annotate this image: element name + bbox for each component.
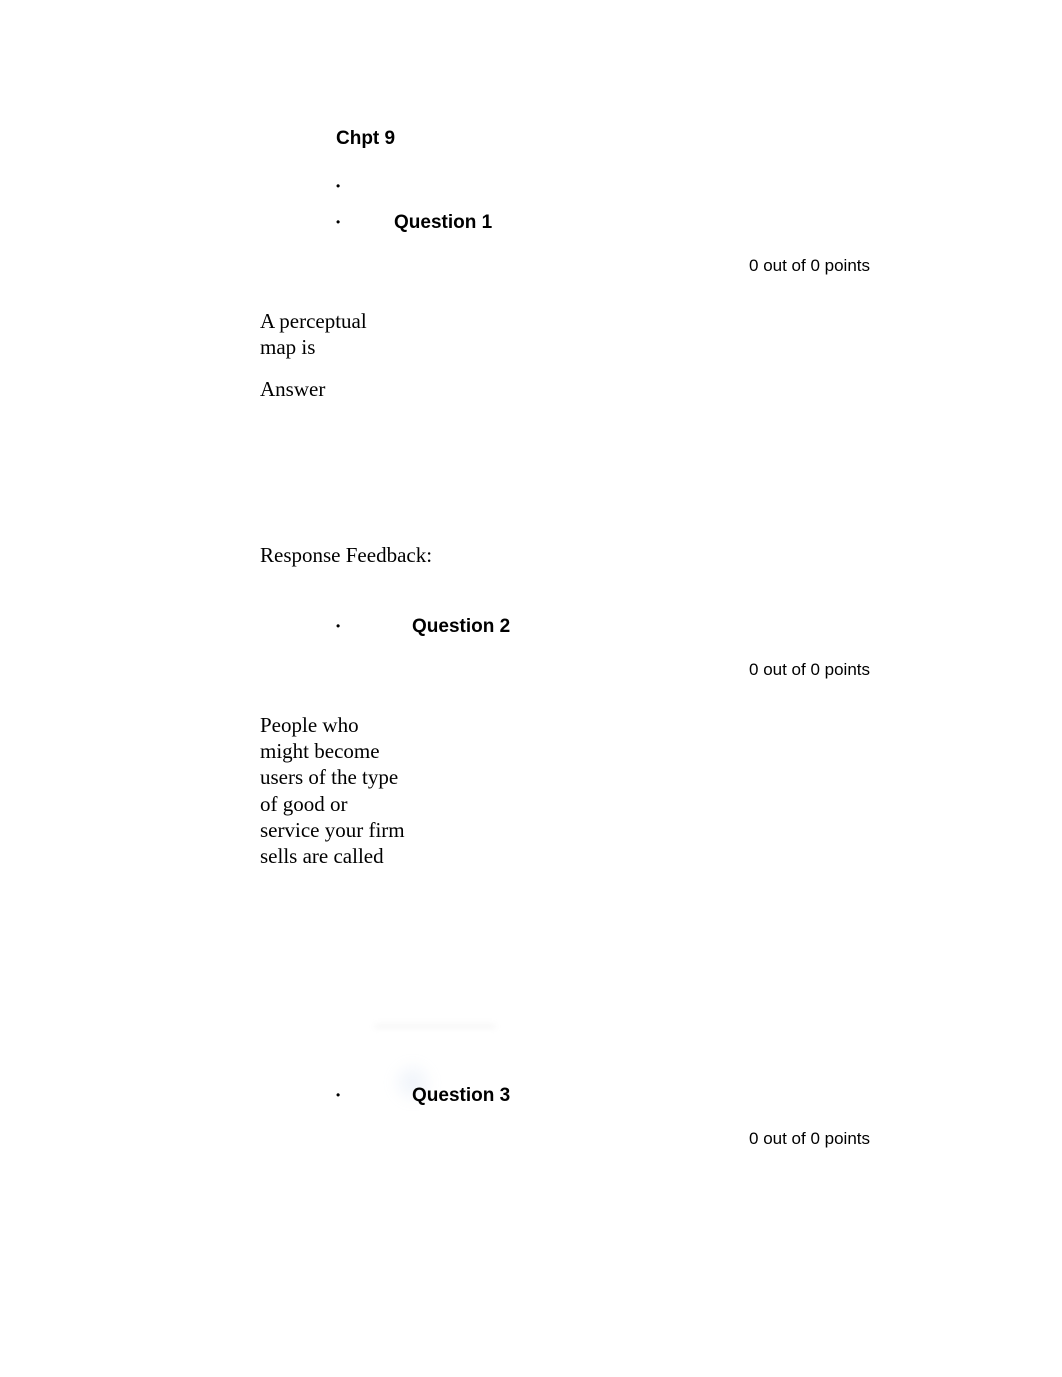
question-list: Question 1 [336, 176, 870, 234]
chapter-title: Chpt 9 [336, 128, 870, 150]
question-list: Question 2 [336, 616, 870, 638]
question-body: A perceptual map is [260, 308, 405, 361]
list-item: Question 3 [336, 1085, 870, 1107]
points-text: 0 out of 0 points [260, 256, 870, 276]
points-text: 0 out of 0 points [260, 660, 870, 680]
spacer [260, 885, 870, 1025]
question-heading: Question 2 [412, 616, 870, 638]
answer-label: Answer [260, 377, 870, 402]
question-body: People who might become users of the typ… [260, 712, 405, 870]
list-item: Question 1 [336, 212, 870, 234]
question-heading: Question 1 [394, 212, 870, 234]
points-text: 0 out of 0 points [260, 1129, 870, 1149]
question-list: Question 3 [336, 1085, 870, 1107]
blur-region [260, 1025, 870, 1085]
list-item: Question 2 [336, 616, 870, 638]
document-content: Chpt 9 Question 1 0 out of 0 points A pe… [260, 128, 870, 1181]
list-item [336, 176, 870, 190]
question-heading: Question 3 [412, 1085, 870, 1107]
feedback-label: Response Feedback: [260, 542, 870, 568]
blur-line [375, 1025, 495, 1029]
